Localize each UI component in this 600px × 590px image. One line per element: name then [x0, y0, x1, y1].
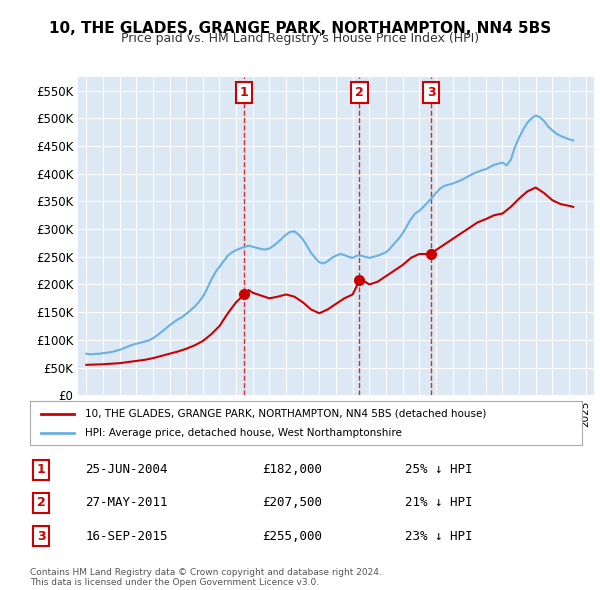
Text: 1: 1 — [37, 463, 46, 477]
Text: 16-SEP-2015: 16-SEP-2015 — [85, 529, 168, 543]
Text: 1: 1 — [240, 86, 248, 99]
Text: HPI: Average price, detached house, West Northamptonshire: HPI: Average price, detached house, West… — [85, 428, 402, 438]
Text: 23% ↓ HPI: 23% ↓ HPI — [406, 529, 473, 543]
Text: 25-JUN-2004: 25-JUN-2004 — [85, 463, 168, 477]
Text: 2: 2 — [37, 496, 46, 510]
Text: Contains HM Land Registry data © Crown copyright and database right 2024.: Contains HM Land Registry data © Crown c… — [30, 568, 382, 576]
Text: Price paid vs. HM Land Registry's House Price Index (HPI): Price paid vs. HM Land Registry's House … — [121, 32, 479, 45]
Text: £207,500: £207,500 — [262, 496, 322, 510]
Text: This data is licensed under the Open Government Licence v3.0.: This data is licensed under the Open Gov… — [30, 578, 319, 587]
Text: 3: 3 — [37, 529, 46, 543]
Text: £182,000: £182,000 — [262, 463, 322, 477]
Text: 2: 2 — [355, 86, 364, 99]
Text: 27-MAY-2011: 27-MAY-2011 — [85, 496, 168, 510]
Text: 25% ↓ HPI: 25% ↓ HPI — [406, 463, 473, 477]
Text: 10, THE GLADES, GRANGE PARK, NORTHAMPTON, NN4 5BS: 10, THE GLADES, GRANGE PARK, NORTHAMPTON… — [49, 21, 551, 35]
Text: 3: 3 — [427, 86, 436, 99]
Text: 10, THE GLADES, GRANGE PARK, NORTHAMPTON, NN4 5BS (detached house): 10, THE GLADES, GRANGE PARK, NORTHAMPTON… — [85, 409, 487, 418]
Text: £255,000: £255,000 — [262, 529, 322, 543]
Text: 21% ↓ HPI: 21% ↓ HPI — [406, 496, 473, 510]
